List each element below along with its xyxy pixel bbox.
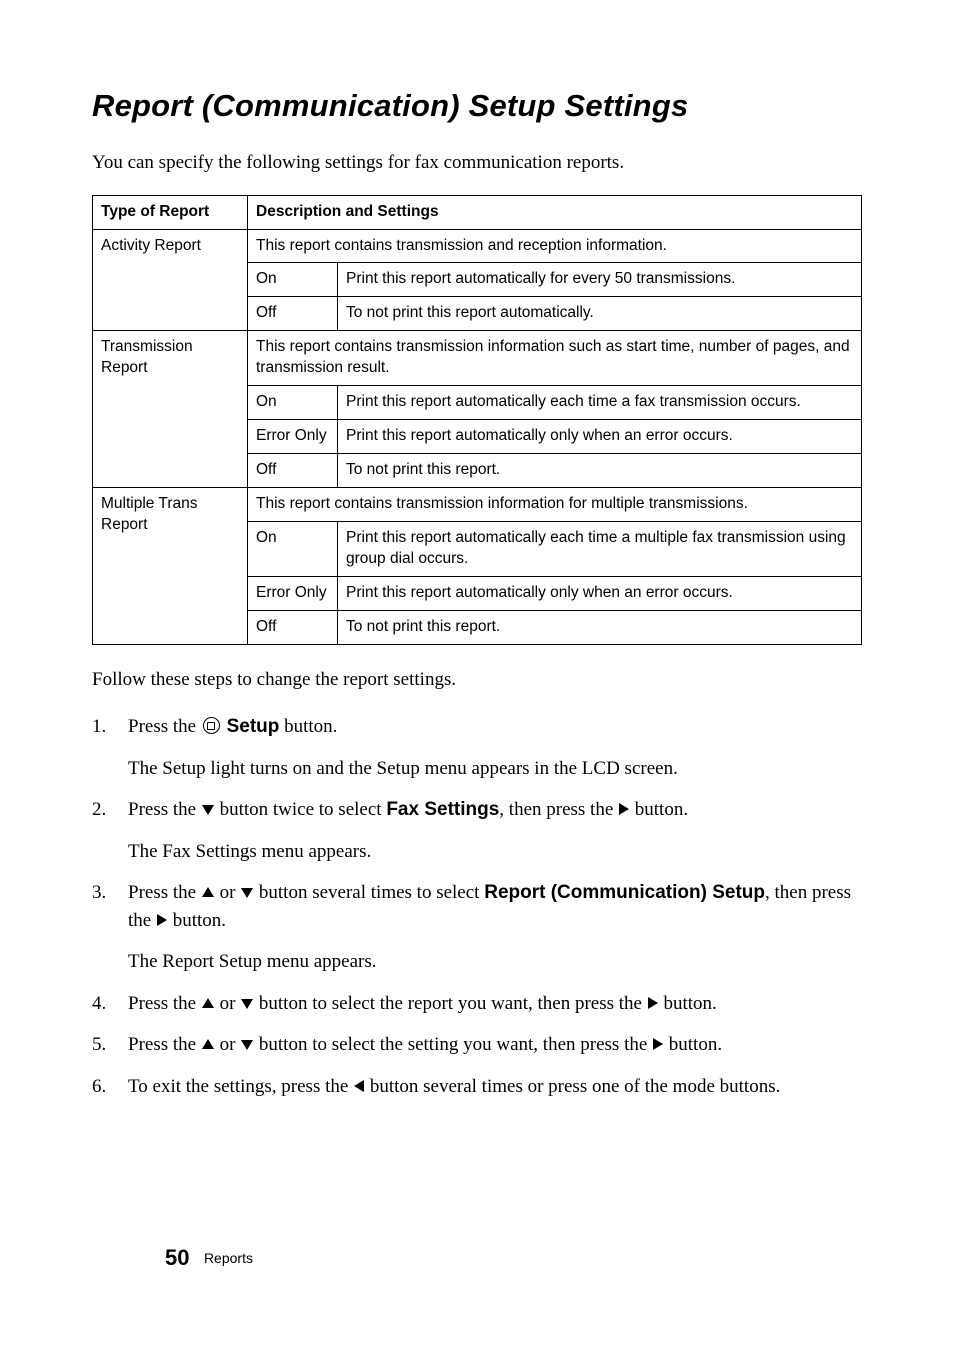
section-name: Reports xyxy=(204,1250,253,1266)
cell-type: Transmission Report xyxy=(93,331,248,488)
step-text: button twice to select xyxy=(215,799,386,820)
step-2: Press the button twice to select Fax Set… xyxy=(92,796,862,865)
cell-type: Multiple Trans Report xyxy=(93,487,248,644)
cell-type: Activity Report xyxy=(93,229,248,331)
step-sub: The Fax Settings menu appears. xyxy=(128,838,862,866)
cell-val: Print this report automatically each tim… xyxy=(338,386,862,420)
step-text: or xyxy=(215,1034,240,1055)
cell-opt: On xyxy=(248,521,338,576)
table-row: Transmission Report This report contains… xyxy=(93,331,862,386)
cell-opt: On xyxy=(248,386,338,420)
step-4: Press the or button to select the report… xyxy=(92,990,862,1018)
step-text: button. xyxy=(664,1034,722,1055)
table-row: Multiple Trans Report This report contai… xyxy=(93,487,862,521)
page-footer: 50 Reports xyxy=(165,1245,253,1271)
left-arrow-icon xyxy=(354,1080,364,1092)
step-text: , then press the xyxy=(499,799,618,820)
step-text: button. xyxy=(630,799,688,820)
cell-val: Print this report automatically for ever… xyxy=(338,263,862,297)
step-text: Press the xyxy=(128,799,201,820)
down-arrow-icon xyxy=(202,805,214,815)
down-arrow-icon xyxy=(241,999,253,1009)
step-text: button. xyxy=(279,716,337,737)
cell-val: Print this report automatically only whe… xyxy=(338,420,862,454)
page-title: Report (Communication) Setup Settings xyxy=(92,88,862,124)
up-arrow-icon xyxy=(202,887,214,897)
th-desc: Description and Settings xyxy=(248,195,862,229)
cell-val: To not print this report automatically. xyxy=(338,297,862,331)
step-text: button several times to select xyxy=(254,882,484,903)
cell-val: Print this report automatically only whe… xyxy=(338,576,862,610)
step-3: Press the or button several times to sel… xyxy=(92,879,862,976)
step-text: button to select the report you want, th… xyxy=(254,993,647,1014)
right-arrow-icon xyxy=(157,914,167,926)
step-text: Press the xyxy=(128,993,201,1014)
step-text: To exit the settings, press the xyxy=(128,1076,353,1097)
step-text: Press the xyxy=(128,882,201,903)
settings-table: Type of Report Description and Settings … xyxy=(92,195,862,645)
report-setup-label: Report (Communication) Setup xyxy=(484,882,765,903)
cell-desc: This report contains transmission inform… xyxy=(248,487,862,521)
up-arrow-icon xyxy=(202,1039,214,1049)
cell-val: To not print this report. xyxy=(338,610,862,644)
th-type: Type of Report xyxy=(93,195,248,229)
right-arrow-icon xyxy=(648,997,658,1009)
step-text: button to select the setting you want, t… xyxy=(254,1034,652,1055)
down-arrow-icon xyxy=(241,1040,253,1050)
page-number: 50 xyxy=(165,1245,189,1270)
right-arrow-icon xyxy=(619,803,629,815)
step-1: Press the Setup button. The Setup light … xyxy=(92,713,862,782)
step-sub: The Setup light turns on and the Setup m… xyxy=(128,755,862,783)
setup-label: Setup xyxy=(227,716,280,737)
cell-val: Print this report automatically each tim… xyxy=(338,521,862,576)
step-text: or xyxy=(215,993,240,1014)
cell-opt: Error Only xyxy=(248,420,338,454)
cell-opt: Error Only xyxy=(248,576,338,610)
right-arrow-icon xyxy=(653,1038,663,1050)
cell-opt: On xyxy=(248,263,338,297)
step-text: button. xyxy=(659,993,717,1014)
table-row: Activity Report This report contains tra… xyxy=(93,229,862,263)
table-head-row: Type of Report Description and Settings xyxy=(93,195,862,229)
follow-text: Follow these steps to change the report … xyxy=(92,667,862,694)
cell-desc: This report contains transmission inform… xyxy=(248,331,862,386)
steps-list: Press the Setup button. The Setup light … xyxy=(92,713,862,1100)
step-text: button. xyxy=(168,910,226,931)
cell-desc: This report contains transmission and re… xyxy=(248,229,862,263)
step-text: or xyxy=(215,882,240,903)
step-text: button several times or press one of the… xyxy=(365,1076,780,1097)
fax-settings-label: Fax Settings xyxy=(386,799,499,820)
step-text: Press the xyxy=(128,716,201,737)
cell-opt: Off xyxy=(248,297,338,331)
down-arrow-icon xyxy=(241,888,253,898)
intro-text: You can specify the following settings f… xyxy=(92,150,862,177)
step-6: To exit the settings, press the button s… xyxy=(92,1073,862,1101)
step-text: Press the xyxy=(128,1034,201,1055)
cell-opt: Off xyxy=(248,610,338,644)
step-sub: The Report Setup menu appears. xyxy=(128,948,862,976)
up-arrow-icon xyxy=(202,998,214,1008)
step-5: Press the or button to select the settin… xyxy=(92,1031,862,1059)
setup-icon xyxy=(203,717,220,734)
cell-val: To not print this report. xyxy=(338,453,862,487)
cell-opt: Off xyxy=(248,453,338,487)
